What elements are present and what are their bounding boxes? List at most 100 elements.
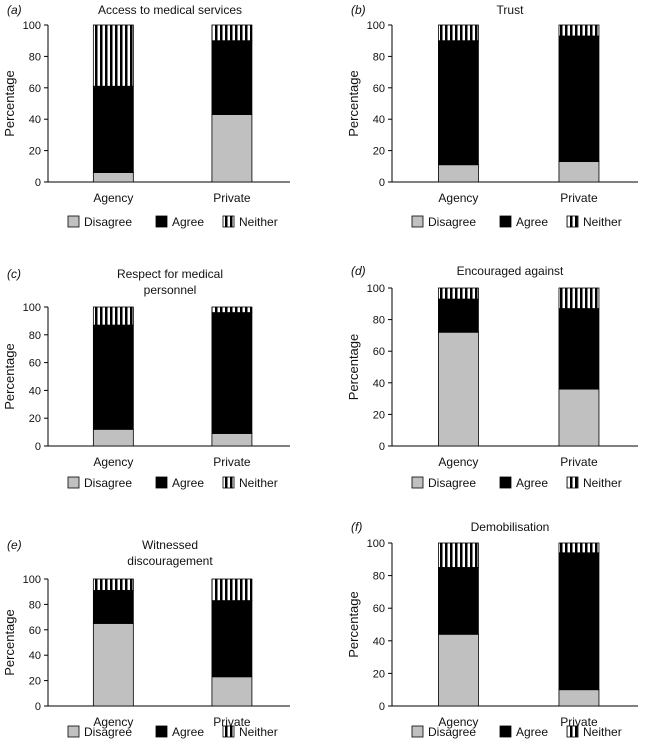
legend-label-agree: Agree — [516, 215, 548, 229]
legend-label-agree: Agree — [172, 215, 204, 229]
legend-swatch-neither — [566, 725, 579, 738]
legend-swatch-disagree — [67, 476, 80, 489]
y-tick-label: 80 — [373, 571, 385, 583]
y-tick-label: 40 — [373, 378, 385, 390]
y-tick-label: 80 — [29, 51, 41, 63]
legend-label-neither: Neither — [583, 476, 622, 490]
bar-private-disagree — [558, 388, 600, 447]
x-category-label: Private — [213, 715, 251, 729]
bar-agency-neither — [438, 287, 479, 300]
y-tick-label: 40 — [373, 636, 385, 648]
legend-label-agree: Agree — [516, 476, 548, 490]
y-tick-label: 60 — [373, 346, 385, 358]
y-tick-label: 60 — [373, 603, 385, 615]
legend-swatch-disagree — [67, 215, 80, 228]
chart-panel-3: (c) Respect for medical personnel 0 20 40 60 80… — [2, 267, 290, 490]
x-category-label: Private — [560, 191, 598, 205]
legend-label-disagree: Disagree — [428, 215, 476, 229]
y-tick-label: 0 — [35, 701, 41, 713]
y-tick-label: 40 — [29, 385, 41, 397]
legend-swatch-agree — [155, 215, 168, 228]
y-tick-label: 60 — [29, 625, 41, 637]
bar-private-disagree — [558, 689, 600, 707]
legend-label-neither: Neither — [583, 725, 622, 739]
y-tick-label: 20 — [373, 146, 385, 158]
y-tick-label: 100 — [23, 20, 41, 32]
chart-title: personnel — [144, 283, 197, 297]
y-tick-label: 60 — [29, 83, 41, 95]
panel-label: (c) — [7, 267, 21, 281]
legend-label-disagree: Disagree — [84, 215, 132, 229]
bar-private-disagree — [211, 114, 253, 183]
x-category-label: Agency — [438, 191, 478, 205]
panel-label: (b) — [351, 3, 366, 17]
y-tick-label: 20 — [373, 668, 385, 680]
chart-title: Access to medical services — [98, 3, 242, 17]
chart-title: Trust — [497, 3, 525, 17]
legend-label-neither: Neither — [583, 215, 622, 229]
y-tick-label: 100 — [23, 574, 41, 586]
bar-agency-neither — [438, 24, 479, 42]
legend-swatch-disagree — [67, 725, 80, 738]
bar-private-neither — [558, 542, 600, 554]
x-category-label: Private — [213, 455, 251, 469]
bar-agency-agree — [438, 298, 479, 333]
bar-private-disagree — [558, 161, 600, 183]
chart-panel-2: (b) Trust 0 20 40 60 80 100 Percentage Agency Priv… — [346, 3, 638, 229]
y-tick-label: 0 — [379, 441, 385, 453]
legend-label-neither: Neither — [239, 476, 278, 490]
x-category-label: Private — [560, 715, 598, 729]
y-axis-label: Percentage — [2, 609, 17, 676]
y-tick-label: 0 — [35, 177, 41, 189]
legend-label-disagree: Disagree — [428, 725, 476, 739]
y-tick-label: 20 — [29, 413, 41, 425]
bar-private-neither — [558, 24, 600, 37]
y-tick-label: 20 — [29, 676, 41, 688]
bar-private-disagree — [211, 433, 253, 447]
bar-agency-agree — [92, 85, 134, 173]
legend-label-agree: Agree — [516, 725, 548, 739]
x-category-label: Agency — [438, 715, 478, 729]
y-tick-label: 40 — [29, 650, 41, 662]
bar-private-agree — [211, 40, 253, 115]
y-tick-label: 100 — [367, 538, 385, 550]
y-tick-label: 60 — [29, 358, 41, 370]
legend-swatch-disagree — [411, 725, 424, 738]
bar-agency-disagree — [92, 172, 134, 183]
chart-panel-1: (a) Access to medical services 0 20 40 60 80 10… — [2, 3, 290, 229]
legend-label-disagree: Disagree — [84, 476, 132, 490]
chart-panel-6: (f) Demobilisation 0 20 40 60 80 100 Percentage A… — [346, 520, 638, 739]
x-category-label: Agency — [93, 715, 133, 729]
panel-label: (d) — [351, 264, 366, 278]
y-tick-label: 20 — [29, 146, 41, 158]
bar-agency-agree — [438, 567, 479, 635]
legend-label-agree: Agree — [172, 476, 204, 490]
bar-private-neither — [211, 24, 253, 42]
chart-title: Encouraged against — [457, 264, 564, 278]
y-tick-label: 80 — [29, 330, 41, 342]
bar-agency-agree — [438, 40, 479, 166]
legend-swatch-agree — [499, 725, 512, 738]
y-tick-label: 0 — [35, 441, 41, 453]
chart-title: Respect for medical — [117, 267, 223, 281]
bar-private-neither — [211, 306, 253, 313]
chart-title: discouragement — [127, 554, 213, 568]
bar-private-agree — [211, 312, 253, 434]
y-tick-label: 20 — [373, 409, 385, 421]
y-tick-label: 40 — [29, 114, 41, 126]
bar-agency-disagree — [438, 331, 479, 447]
legend-swatch-neither — [222, 476, 235, 489]
y-axis-label: Percentage — [2, 343, 17, 410]
bar-private-disagree — [211, 676, 253, 707]
bar-agency-neither — [438, 542, 479, 568]
legend-swatch-agree — [499, 476, 512, 489]
y-tick-label: 100 — [367, 283, 385, 295]
bar-agency-agree — [92, 324, 134, 430]
bar-agency-neither — [92, 24, 134, 87]
bar-private-neither — [558, 287, 600, 309]
legend-swatch-disagree — [411, 215, 424, 228]
y-tick-label: 0 — [379, 177, 385, 189]
y-tick-label: 60 — [373, 83, 385, 95]
panel-label: (a) — [7, 3, 22, 17]
